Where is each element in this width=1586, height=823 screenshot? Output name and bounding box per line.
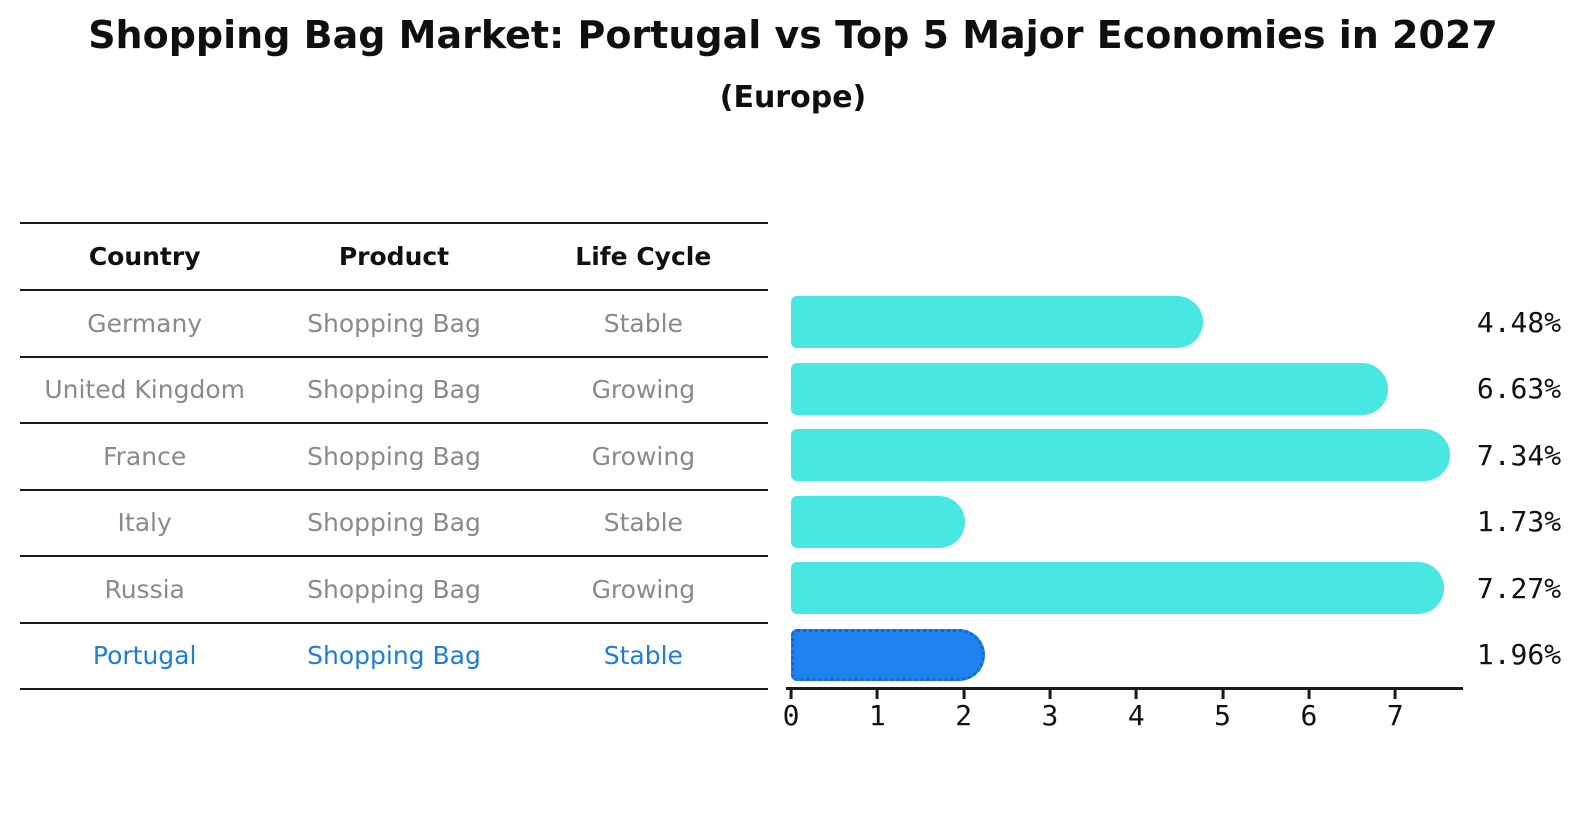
table-cell-life-cycle: Growing <box>591 441 696 471</box>
table-cell-product: Shopping Bag <box>307 375 481 405</box>
table-cell-country: Russia <box>104 574 185 604</box>
x-tick-label: 2 <box>955 699 973 732</box>
table-cell-life-cycle: Stable <box>603 308 683 338</box>
table-cell-product: Shopping Bag <box>307 308 481 338</box>
table-header-row: Country Product Life Cycle <box>20 224 768 291</box>
table-cell-country: Germany <box>87 308 203 338</box>
x-tick: 3 <box>1041 690 1059 732</box>
x-tick: 6 <box>1300 690 1317 730</box>
chart-title: Shopping Bag Market: Portugal vs Top 5 M… <box>88 13 1498 57</box>
table-row: Portugal Shopping Bag Stable <box>20 624 768 690</box>
x-tick-label: 0 <box>782 699 800 732</box>
table-cell-product: Shopping Bag <box>307 508 481 538</box>
table-row: Italy Shopping Bag Stable <box>20 491 768 557</box>
table-cell-country: United Kingdom <box>44 375 245 405</box>
tick-mark <box>875 690 879 699</box>
bar-row <box>791 422 1460 489</box>
table-cell-life-cycle: Stable <box>603 641 683 671</box>
table-cell-country: France <box>103 441 187 471</box>
x-tick: 1 <box>869 690 886 730</box>
x-tick-label: 6 <box>1300 699 1318 732</box>
tick-mark <box>1221 690 1225 699</box>
bar-row <box>791 555 1460 622</box>
x-tick: 0 <box>782 690 800 732</box>
table-cell-product: Shopping Bag <box>307 641 481 671</box>
tick-mark <box>1048 690 1052 699</box>
table-cell-life-cycle: Stable <box>603 508 683 538</box>
x-tick-label: 3 <box>1041 699 1059 732</box>
bar <box>791 429 1450 481</box>
value-label: 7.27% <box>1476 571 1562 605</box>
bar <box>791 296 1203 348</box>
value-label: 1.73% <box>1476 505 1562 539</box>
bar <box>791 562 1444 614</box>
table-cell-life-cycle: Growing <box>591 574 696 604</box>
bar <box>791 628 986 681</box>
value-label: 7.34% <box>1476 438 1562 472</box>
bar-row <box>791 356 1460 423</box>
x-tick-label: 4 <box>1127 699 1145 732</box>
table-header-product: Product <box>338 242 450 271</box>
value-label: 1.96% <box>1476 638 1562 672</box>
x-tick: 2 <box>955 690 972 730</box>
tick-mark <box>789 690 793 699</box>
table-cell-country: Portugal <box>92 641 197 671</box>
table-row: United Kingdom Shopping Bag Growing <box>20 358 768 424</box>
x-tick-label: 1 <box>868 699 886 732</box>
bar <box>791 362 1389 415</box>
value-label: 4.48% <box>1476 305 1562 339</box>
table-header-country: Country <box>88 242 201 271</box>
x-tick: 4 <box>1128 690 1145 730</box>
table-cell-country: Italy <box>117 508 172 538</box>
x-axis-spine <box>786 687 1463 690</box>
bar-row <box>791 489 1460 556</box>
bar-row <box>791 622 1460 689</box>
bar-row <box>791 289 1460 356</box>
bar <box>791 495 966 548</box>
tick-mark <box>1393 690 1397 699</box>
table-row: Russia Shopping Bag Growing <box>20 557 768 624</box>
table-cell-product: Shopping Bag <box>307 574 481 604</box>
table-cell-product: Shopping Bag <box>307 441 481 471</box>
table-header-life-cycle: Life Cycle <box>575 242 712 271</box>
tick-mark <box>1134 690 1138 699</box>
tick-mark <box>962 690 966 699</box>
table-cell-life-cycle: Growing <box>591 375 696 405</box>
x-tick: 7 <box>1387 690 1404 730</box>
table-row: France Shopping Bag Growing <box>20 424 768 491</box>
table-row: Germany Shopping Bag Stable <box>20 291 768 358</box>
bar-chart <box>791 289 1460 688</box>
x-tick: 5 <box>1214 690 1231 730</box>
x-tick-label: 7 <box>1386 699 1404 732</box>
x-tick-label: 5 <box>1214 699 1232 732</box>
tick-mark <box>1307 690 1311 699</box>
chart-subtitle: (Europe) <box>719 80 867 115</box>
value-label: 6.63% <box>1476 372 1562 406</box>
comparison-table: Country Product Life Cycle Germany Shopp… <box>20 222 768 690</box>
